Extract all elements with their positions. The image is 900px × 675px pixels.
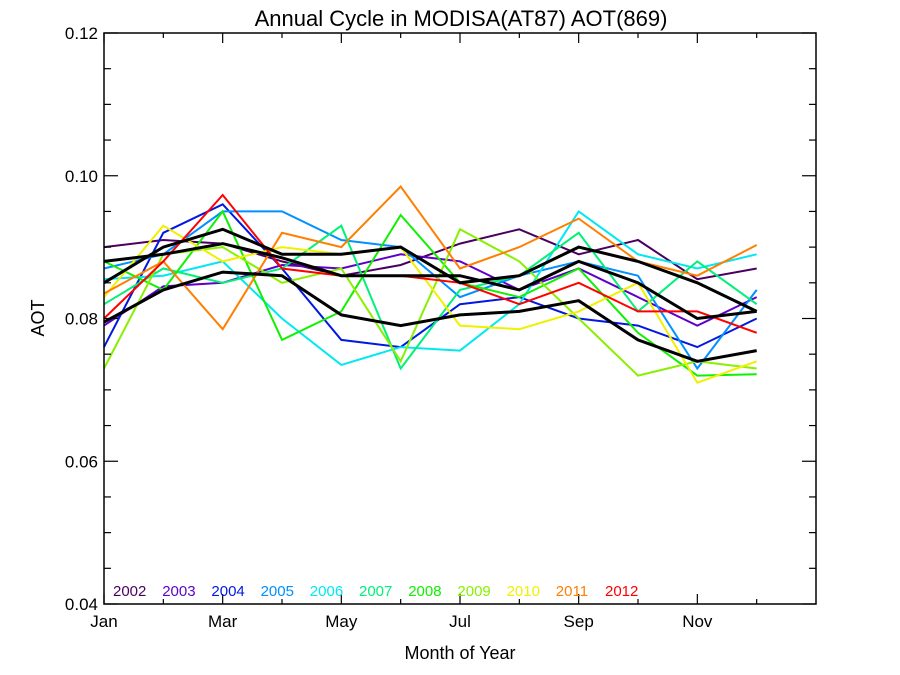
plot-area xyxy=(103,184,758,384)
y-tick-label: 0.12 xyxy=(65,24,98,43)
x-tick-label: Nov xyxy=(682,612,713,631)
x-axis-label: Month of Year xyxy=(404,643,515,663)
legend-item: 2004 xyxy=(211,583,244,600)
x-axis: Jan Mar May Jul Sep Nov xyxy=(90,612,713,631)
y-axis: 0.04 0.06 0.08 0.10 0.12 xyxy=(65,24,98,614)
series-line-2002 xyxy=(103,228,757,281)
series-line-2004 xyxy=(103,203,758,349)
x-tick-label: Jul xyxy=(449,612,471,631)
x-tick-label: Sep xyxy=(564,612,594,631)
series-line-2010 xyxy=(103,224,758,384)
y-tick-label: 0.04 xyxy=(65,595,98,614)
legend-item: 2009 xyxy=(457,583,490,600)
legend-item: 2003 xyxy=(162,583,195,600)
series-line-summary-11 xyxy=(103,227,758,313)
x-tick-label: Mar xyxy=(208,612,238,631)
legend-item: 2011 xyxy=(556,583,588,600)
y-tick-label: 0.08 xyxy=(65,310,98,329)
series-line-2005 xyxy=(103,210,758,371)
series-line-2007 xyxy=(103,224,758,371)
x-tick-label: May xyxy=(325,612,358,631)
chart-title: Annual Cycle in MODISA(AT87) AOT(869) xyxy=(255,6,668,31)
y-tick-label: 0.10 xyxy=(65,167,98,186)
legend-item: 2006 xyxy=(310,583,343,600)
legend-item: 2008 xyxy=(408,583,441,600)
series-line-summary-13 xyxy=(103,270,757,363)
series-line-2008 xyxy=(103,209,757,377)
axis-ticks xyxy=(103,32,816,605)
legend-item: 2002 xyxy=(113,583,146,600)
legend: 2002 2003 2004 2005 2006 2007 2008 2009 2010 2011… xyxy=(113,583,638,600)
series-line-summary-12 xyxy=(103,242,757,321)
y-axis-label: AOT xyxy=(28,299,48,336)
legend-item: 2010 xyxy=(507,583,540,600)
series-line-2006 xyxy=(103,209,757,367)
legend-item: 2007 xyxy=(359,583,392,600)
x-tick-label: Jan xyxy=(90,612,117,631)
legend-item: 2005 xyxy=(261,583,294,600)
series-line-2009 xyxy=(103,227,757,377)
series-line-2012 xyxy=(103,193,758,334)
y-tick-label: 0.06 xyxy=(65,452,98,471)
legend-item: 2012 xyxy=(605,583,638,600)
